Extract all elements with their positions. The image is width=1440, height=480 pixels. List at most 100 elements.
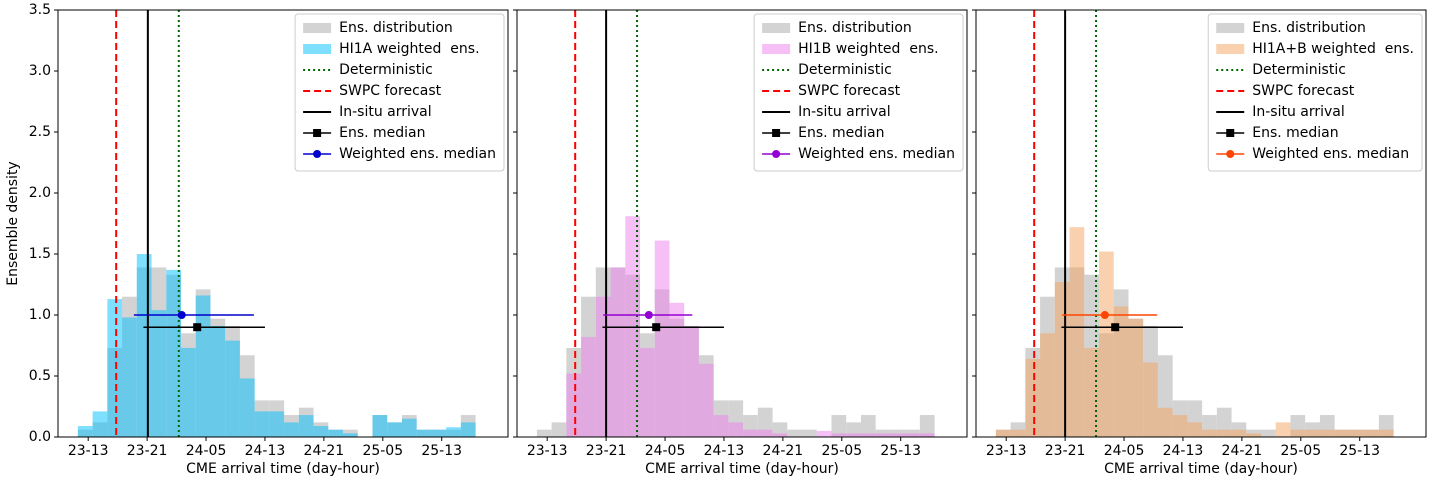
x-tick-label: 24-13 bbox=[704, 443, 745, 459]
legend-label: Deterministic bbox=[798, 62, 892, 78]
histogram-bar bbox=[1025, 358, 1041, 437]
legend-label: SWPC forecast bbox=[339, 83, 442, 99]
legend-label: Ens. distribution bbox=[1252, 20, 1366, 36]
x-axis-label: CME arrival time (day-hour) bbox=[645, 461, 839, 477]
histogram-bar bbox=[343, 433, 358, 437]
plot-area bbox=[77, 10, 476, 437]
histogram-bar bbox=[298, 415, 314, 437]
histogram-bar bbox=[1157, 407, 1173, 437]
histogram-bar bbox=[595, 296, 611, 437]
histogram-bar bbox=[1246, 433, 1262, 437]
legend-label: HI1A+B weighted ens. bbox=[1252, 41, 1414, 57]
histogram-bar bbox=[1290, 429, 1306, 437]
histogram-bar bbox=[446, 427, 461, 437]
histogram-bar bbox=[669, 302, 685, 437]
y-tick-label: 1.5 bbox=[29, 246, 51, 262]
histogram-bar bbox=[1378, 429, 1394, 437]
legend-swatch bbox=[1216, 23, 1245, 33]
y-tick-label: 0.5 bbox=[29, 368, 51, 384]
histogram-bar bbox=[210, 325, 226, 437]
histogram-bar bbox=[328, 429, 344, 437]
legend-box bbox=[294, 13, 505, 172]
histogram-bar bbox=[713, 415, 729, 437]
median-marker bbox=[1100, 311, 1109, 319]
x-tick-label: 24-21 bbox=[1222, 443, 1263, 459]
histogram-bar bbox=[905, 433, 920, 437]
x-tick-label: 24-21 bbox=[304, 443, 345, 459]
histogram-bar bbox=[684, 325, 699, 437]
histogram-bar bbox=[639, 347, 655, 437]
panel: 23-13 23-21 24-05 24-13 24-21 25-05 25-13 CME a… bbox=[513, 9, 968, 477]
legend-label: Ens. distribution bbox=[339, 20, 453, 36]
histogram-bar bbox=[566, 373, 582, 437]
median-marker bbox=[772, 129, 781, 137]
median-marker bbox=[193, 323, 202, 332]
histogram-bar bbox=[772, 433, 788, 437]
median-marker bbox=[1226, 150, 1235, 158]
histogram-bar bbox=[1334, 429, 1350, 437]
legend-label: Ens. median bbox=[1252, 125, 1338, 141]
histogram-bar bbox=[551, 422, 567, 437]
histogram-bar bbox=[136, 254, 152, 437]
histogram-bar bbox=[1143, 362, 1158, 437]
y-axis-label: Ensemble density bbox=[5, 161, 21, 285]
histogram-bar bbox=[1364, 429, 1379, 437]
histogram-bar bbox=[1319, 429, 1335, 437]
x-axis-label: CME arrival time (day-hour) bbox=[1104, 461, 1298, 477]
legend-label: In-situ arrival bbox=[798, 104, 891, 120]
histogram-bar bbox=[919, 415, 935, 437]
histogram-bar bbox=[757, 429, 773, 437]
y-tick-label: 2.5 bbox=[29, 124, 51, 140]
legend-label: Weighted ens. median bbox=[339, 146, 496, 162]
histogram-bar bbox=[581, 336, 596, 437]
x-tick-label: 24-05 bbox=[645, 443, 686, 459]
legend-label: SWPC forecast bbox=[798, 83, 901, 99]
histogram-bar bbox=[269, 411, 285, 437]
histogram-bar bbox=[77, 426, 93, 437]
x-tick-label: 25-05 bbox=[362, 443, 403, 459]
histogram-bar bbox=[802, 429, 817, 437]
axes-frame bbox=[516, 9, 968, 438]
x-tick-label: 25-05 bbox=[821, 443, 862, 459]
axes-frame bbox=[57, 9, 509, 438]
median-marker bbox=[313, 150, 322, 158]
y-tick-label: 0.0 bbox=[29, 429, 51, 445]
x-tick-label: 24-13 bbox=[245, 443, 286, 459]
legend-label: Ens. median bbox=[339, 125, 425, 141]
legend-label: Deterministic bbox=[339, 62, 433, 78]
x-tick-label: 24-05 bbox=[186, 443, 227, 459]
legend: Ens. distribution HI1A+B weighted ens. Det… bbox=[1207, 13, 1423, 172]
histogram-bar bbox=[387, 422, 402, 437]
histogram-bar bbox=[816, 430, 832, 437]
histogram-bar bbox=[654, 240, 670, 437]
legend-box bbox=[753, 13, 964, 172]
histogram-bar bbox=[1098, 251, 1114, 437]
histogram-bar bbox=[239, 378, 255, 437]
histogram-bar bbox=[1231, 429, 1247, 437]
histogram-bar bbox=[860, 415, 876, 437]
axes-frame bbox=[975, 9, 1427, 438]
x-tick-label: 25-13 bbox=[880, 443, 921, 459]
median-marker bbox=[1111, 323, 1120, 332]
panel: 23-13 23-21 24-05 24-13 24-21 25-05 25-13 0.0 0.… bbox=[5, 2, 509, 477]
x-tick-label: 25-05 bbox=[1280, 443, 1321, 459]
histogram-bar bbox=[728, 422, 744, 437]
histogram-bar bbox=[1172, 415, 1188, 437]
histogram-bar bbox=[1261, 429, 1276, 437]
histogram-bar bbox=[787, 429, 803, 437]
panel: 23-13 23-21 24-05 24-13 24-21 25-05 25-13 CME a… bbox=[972, 9, 1427, 477]
histogram-bar bbox=[313, 426, 329, 437]
histogram-bar bbox=[890, 433, 906, 437]
y-tick-label: 3.0 bbox=[29, 63, 51, 79]
legend-label: Deterministic bbox=[1252, 62, 1346, 78]
histogram-bar bbox=[1275, 422, 1291, 437]
histogram-bar bbox=[846, 433, 861, 437]
histogram-bar bbox=[1349, 429, 1365, 437]
median-marker bbox=[313, 129, 322, 137]
median-marker bbox=[1226, 129, 1235, 137]
plot-area bbox=[536, 10, 935, 437]
histogram-bar bbox=[698, 363, 714, 437]
histogram-bar bbox=[860, 433, 876, 437]
legend-label: HI1A weighted ens. bbox=[339, 41, 479, 57]
